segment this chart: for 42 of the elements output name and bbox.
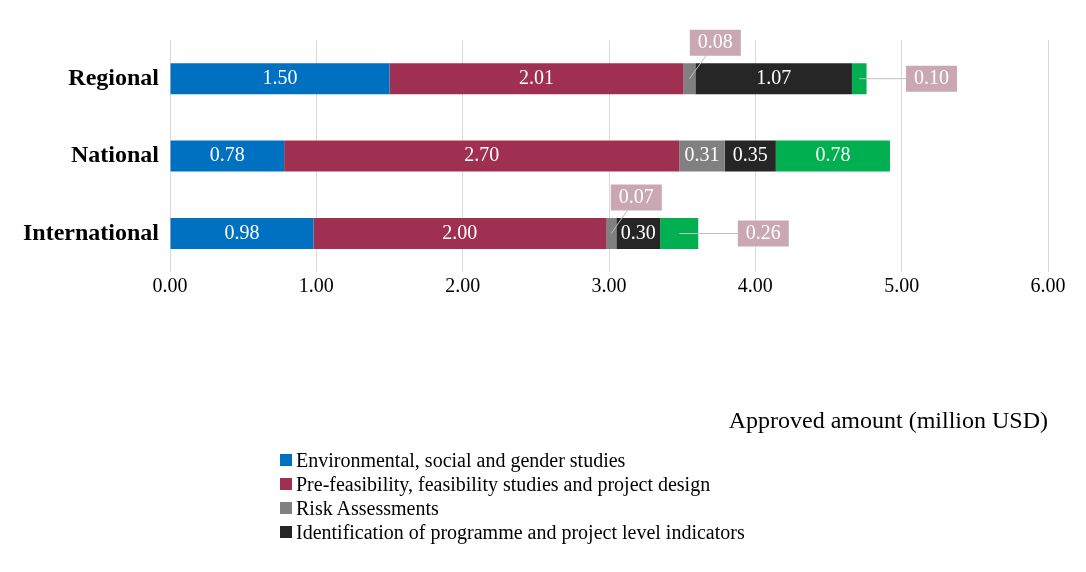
- data-label: 0.35: [732, 143, 768, 166]
- data-label: 2.01: [519, 65, 555, 88]
- data-label: 0.98: [224, 220, 260, 243]
- data-label: 0.10: [914, 65, 950, 88]
- x-tick-label: 4.00: [737, 274, 773, 297]
- bar: [851, 63, 867, 95]
- bar: [389, 63, 684, 95]
- x-tick-label: 5.00: [884, 274, 920, 297]
- bar: [683, 63, 696, 95]
- bar: [170, 218, 314, 249]
- bar: [606, 218, 617, 249]
- bar: [695, 63, 852, 95]
- bar: [170, 140, 285, 172]
- bar: [660, 218, 699, 249]
- y-tick-label: National: [70, 141, 160, 168]
- legend-label: Identification of programme and project level indicators: [296, 520, 745, 544]
- x-tick-label: 6.00: [1030, 274, 1066, 297]
- data-label: 0.08: [697, 29, 733, 52]
- x-axis-title: Approved amount (million USD): [728, 406, 1048, 433]
- data-label: 0.78: [815, 143, 851, 166]
- x-tick-label: 3.00: [591, 274, 627, 297]
- data-label: 2.00: [442, 220, 478, 243]
- x-tick-label: 2.00: [445, 274, 481, 297]
- legend-label: Pre-feasibility, feasibility studies and project design: [296, 472, 711, 496]
- data-label: 0.31: [684, 143, 720, 166]
- data-label: 1.07: [756, 65, 792, 88]
- data-label: 0.07: [618, 184, 654, 207]
- legend-label: Environmental, social and gender studies: [296, 448, 626, 472]
- data-label: 0.78: [209, 143, 245, 166]
- bar: [170, 63, 390, 95]
- data-label: 2.70: [464, 143, 500, 166]
- legend-label: Risk Assessments: [296, 496, 439, 520]
- bar: [284, 140, 680, 172]
- y-tick-label: International: [22, 218, 160, 245]
- bar: [775, 140, 890, 172]
- data-label: 0.26: [745, 220, 781, 243]
- bar: [313, 218, 607, 249]
- y-tick-label: Regional: [68, 63, 160, 90]
- data-label: 0.30: [620, 220, 656, 243]
- data-label: 1.50: [262, 65, 298, 88]
- x-tick-label: 0.00: [152, 274, 188, 297]
- x-tick-label: 1.00: [298, 274, 334, 297]
